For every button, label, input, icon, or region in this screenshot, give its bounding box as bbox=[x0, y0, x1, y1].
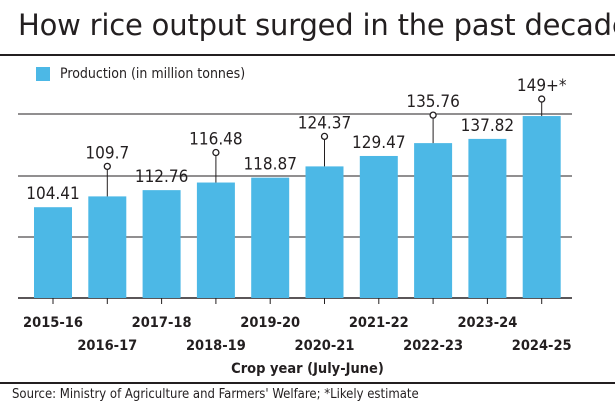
data-label: 104.41 bbox=[26, 184, 80, 204]
x-tick-label: 2018-19 bbox=[186, 338, 246, 354]
callout-dot bbox=[212, 148, 220, 157]
data-label: 116.48 bbox=[189, 130, 243, 150]
legend-swatch bbox=[36, 67, 50, 81]
data-label: 124.37 bbox=[298, 113, 352, 133]
x-tick-label: 2017-18 bbox=[132, 315, 192, 331]
x-tick-label: 2015-16 bbox=[23, 315, 83, 331]
callout-dot bbox=[320, 132, 329, 141]
callout-dot bbox=[538, 95, 546, 103]
chart-title: How rice output surged in the past decad… bbox=[18, 8, 615, 42]
x-tick-label: 2024-25 bbox=[512, 338, 572, 354]
data-label: 135.76 bbox=[406, 92, 460, 112]
bar-chart: 104.41 2015-16 109.7 2016-17 112.76 2017-18 11… bbox=[18, 76, 572, 354]
data-label: 112.76 bbox=[135, 167, 189, 187]
legend-label: Production (in million tonnes) bbox=[60, 66, 246, 82]
x-tick-label: 2021-22 bbox=[349, 315, 409, 331]
bar bbox=[142, 190, 181, 298]
x-axis-label: Crop year (July-June) bbox=[231, 361, 384, 377]
x-tick-label: 2022-23 bbox=[403, 338, 463, 354]
title-divider bbox=[0, 54, 615, 56]
bar bbox=[414, 143, 453, 298]
bar bbox=[522, 116, 561, 299]
data-label: 109.7 bbox=[85, 143, 129, 163]
x-tick-label: 2016-17 bbox=[77, 338, 137, 354]
callout-dot bbox=[429, 111, 437, 119]
x-tick-label: 2023-24 bbox=[457, 315, 517, 331]
bar bbox=[305, 166, 344, 298]
bar bbox=[88, 196, 127, 298]
data-label: 118.87 bbox=[243, 155, 297, 175]
x-tick-label: 2019-20 bbox=[240, 315, 300, 331]
bar bbox=[359, 155, 398, 298]
data-label: 137.82 bbox=[461, 116, 515, 136]
callout-dot bbox=[103, 162, 111, 171]
source-note: Source: Ministry of Agriculture and Farm… bbox=[12, 387, 419, 402]
data-label: 149+* bbox=[517, 76, 567, 96]
footer-divider bbox=[0, 382, 615, 384]
bar bbox=[251, 177, 290, 298]
bar bbox=[468, 138, 507, 298]
legend: Production (in million tonnes) bbox=[36, 66, 245, 82]
bar bbox=[34, 207, 72, 298]
bar bbox=[196, 182, 235, 298]
data-label: 129.47 bbox=[352, 133, 406, 153]
x-tick-label: 2020-21 bbox=[295, 338, 355, 354]
